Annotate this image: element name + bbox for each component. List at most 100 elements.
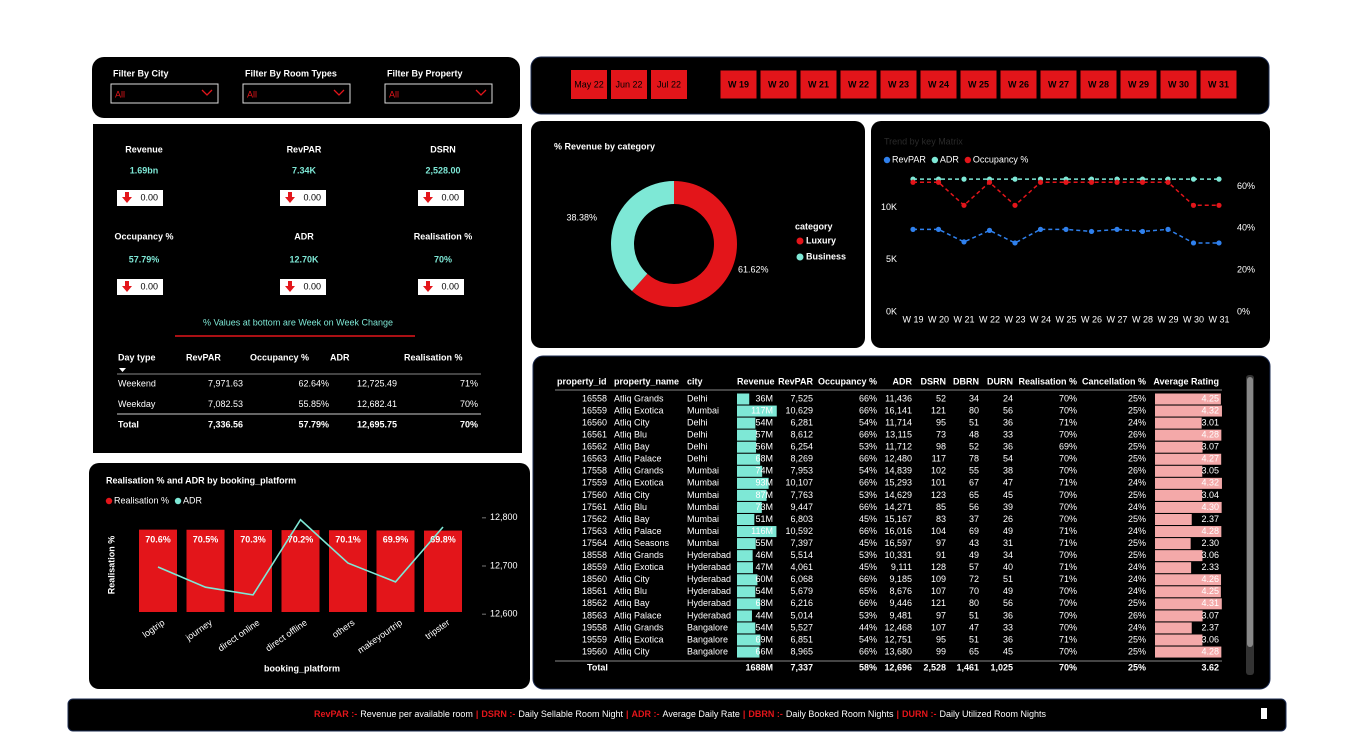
scroll-thumb[interactable] — [1247, 377, 1253, 647]
table-cell: 19559 — [582, 634, 607, 644]
table-cell: Atliq Grands — [614, 550, 664, 560]
x-tick-label: W 23 — [1004, 314, 1025, 324]
separator: | — [626, 709, 629, 719]
week-label: W 27 — [1048, 79, 1069, 89]
table-cell: 17562 — [582, 514, 607, 524]
rating-bar — [1155, 514, 1192, 525]
week-button[interactable] — [1039, 69, 1078, 100]
table-cell: 70% — [1059, 586, 1077, 596]
table-cell: Atliq Exotica — [614, 562, 664, 572]
revenue-bar — [737, 417, 756, 429]
week-button[interactable] — [759, 69, 798, 100]
table-cell: 66% — [859, 646, 877, 656]
table-cell: 116M — [751, 526, 773, 536]
week-label: W 26 — [1008, 79, 1029, 89]
rating-bar — [1155, 393, 1221, 405]
table-cell: Atliq Palace — [614, 454, 662, 464]
kpi-label: ADR — [294, 231, 314, 241]
table-cell: 2.33 — [1201, 562, 1219, 572]
table-cell: 70% — [1059, 622, 1077, 632]
table-cell: Atliq Exotica — [614, 478, 664, 488]
table-cell: 3.06 — [1201, 634, 1219, 644]
footer-key: ADR :- — [631, 709, 659, 719]
week-button[interactable] — [879, 69, 918, 100]
table-header: RevPAR — [186, 352, 221, 362]
table-cell: 36 — [1003, 442, 1013, 452]
dropdown-chevron — [475, 89, 487, 96]
legend-dot — [796, 253, 804, 261]
week-button[interactable] — [1199, 69, 1238, 100]
table-cell: 62.64% — [298, 378, 329, 388]
table-cell: 4.26 — [1201, 574, 1219, 584]
table-cell: Total — [587, 662, 608, 672]
table-header: ADR — [330, 352, 350, 362]
table-cell: Atliq Blu — [614, 430, 647, 440]
y2-tick-label: 60% — [1237, 181, 1255, 191]
table-cell: 53% — [859, 550, 877, 560]
week-button[interactable] — [919, 69, 958, 100]
filter-dropdown[interactable] — [242, 83, 351, 104]
series-point — [1037, 179, 1044, 185]
table-cell: 51 — [969, 610, 979, 620]
legend-title: category — [795, 221, 833, 231]
table-cell: 19558 — [582, 622, 607, 632]
table-cell: Weekday — [118, 399, 156, 409]
table-cell: 66% — [859, 478, 877, 488]
week-label: W 31 — [1208, 79, 1229, 89]
filter-value: All — [247, 89, 257, 99]
week-button[interactable] — [799, 69, 838, 100]
rating-bar — [1155, 550, 1203, 562]
kpi-change: 0.00 — [303, 281, 321, 291]
table-header: ADR — [893, 376, 913, 386]
table-cell: 36M — [755, 393, 773, 403]
rating-bar — [1155, 646, 1222, 658]
table-cell: 3.62 — [1201, 662, 1219, 672]
month-button[interactable] — [611, 70, 647, 99]
table-cell: 6,068 — [790, 574, 813, 584]
revenue-bar — [737, 465, 763, 477]
week-button[interactable] — [1159, 69, 1198, 100]
table-cell: 70% — [460, 399, 478, 409]
table-cell: 70% — [1059, 393, 1077, 403]
filter-dropdown[interactable] — [110, 83, 219, 104]
legend-label: Realisation % — [114, 495, 169, 505]
table-cell: 66% — [859, 430, 877, 440]
week-button[interactable] — [959, 69, 998, 100]
table-cell: Delhi — [687, 393, 708, 403]
rating-bar — [1155, 538, 1191, 550]
x-tick-label: W 20 — [928, 314, 949, 324]
table-cell: 45% — [859, 562, 877, 572]
revenue-bar — [737, 477, 769, 489]
week-label: W 19 — [728, 79, 749, 89]
footer-text: RevPAR :- Revenue per available room | DSRN… — [314, 709, 1047, 719]
kpi-note: % Values at bottom are Week on Week Chan… — [203, 317, 393, 327]
week-button[interactable] — [999, 69, 1038, 100]
table-cell: 10,629 — [785, 405, 813, 415]
filter-dropdown[interactable] — [384, 83, 493, 104]
table-cell: 37 — [969, 514, 979, 524]
table-cell: 3.04 — [1201, 490, 1219, 500]
table-cell: 2.37 — [1201, 514, 1219, 524]
week-button[interactable] — [1119, 69, 1158, 100]
table-cell: 66% — [859, 454, 877, 464]
bar-label: 70.1% — [335, 534, 361, 544]
bar-label: 70.6% — [145, 534, 171, 544]
down-arrow — [122, 192, 132, 203]
week-button[interactable] — [719, 69, 758, 100]
table-cell: 71% — [1059, 526, 1077, 536]
table-cell: 4.32 — [1201, 478, 1219, 488]
x-tick-label: W 26 — [1081, 314, 1102, 324]
week-label: W 24 — [928, 79, 949, 89]
table-cell: 17561 — [582, 502, 607, 512]
week-button[interactable] — [1079, 69, 1118, 100]
table-cell: 104 — [931, 526, 946, 536]
week-button[interactable] — [839, 69, 878, 100]
month-button[interactable] — [571, 70, 607, 99]
table-cell: 70% — [1059, 430, 1077, 440]
table-cell: 70% — [1059, 610, 1077, 620]
table-cell: 91 — [936, 550, 946, 560]
rating-bar — [1155, 441, 1203, 453]
table-cell: Mumbai — [687, 478, 719, 488]
month-button[interactable] — [651, 70, 687, 99]
table-cell: 117M — [751, 405, 773, 415]
